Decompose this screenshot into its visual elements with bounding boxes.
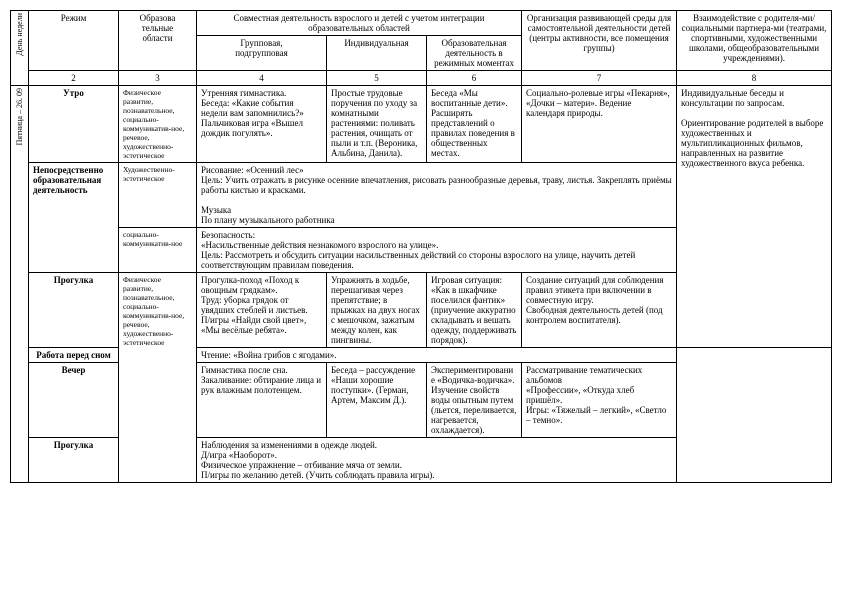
num-4: 4 [197,71,327,86]
group-header: Групповая, подгрупповая [197,36,327,71]
nod-block2: Безопасность: «Насильственные действия н… [197,228,677,273]
num-5: 5 [327,71,427,86]
walk-group: Прогулка-поход «Поход к овощным грядкам»… [197,273,327,348]
evening-env: Рассматривание тематических альбомов «Пр… [522,363,677,438]
walk-individual: Упражнять в ходьбе, перешагивая через пр… [327,273,427,348]
walk2-text: Наблюдения за изменениями в одежде людей… [197,438,677,483]
joint-header: Совместная деятельность взрослого и дете… [197,11,522,36]
nod-areas2: социально-коммуникатив-ное [119,228,197,273]
walk-env: Создание ситуаций для соблюдения правил … [522,273,677,348]
individual-header: Индивидуальная [327,36,427,71]
morning-parents: Индивидуальные беседы и консультации по … [677,86,832,348]
evening-moments: Экспериментирование «Водичка-водичка». И… [427,363,522,438]
day-cell: Пятница – 26. 09 [11,86,29,483]
morning-title: Утро [29,86,119,163]
walk-moments: Игровая ситуация: «Как в шкафчике посели… [427,273,522,348]
morning-env: Социально-ролевые игры «Пекарня», «Дочки… [522,86,677,163]
morning-group: Утренняя гимнастика. Беседа: «Какие собы… [197,86,327,163]
areas-header: Образова тельные области [119,11,197,71]
regime-header: Режим [29,11,119,71]
env-header: Организация развивающей среды для самост… [522,11,677,71]
schedule-table: День недели Режим Образова тельные облас… [10,10,832,483]
day-header: День недели [11,11,29,86]
beforesleep-title: Работа перед сном [29,348,119,363]
nod-title: Непосредственно образовательная деятельн… [29,163,119,273]
num-2: 2 [29,71,119,86]
num-3: 3 [119,71,197,86]
evening-group: Гимнастика после сна. Закаливание: обтир… [197,363,327,438]
walk-areas: Физическое развитие, познавательное, соц… [119,273,197,483]
moments-header: Образовательная деятельность в режимных … [427,36,522,71]
morning-individual: Простые трудовые поручения по уходу за к… [327,86,427,163]
num-6: 6 [427,71,522,86]
morning-areas: Физическое развитие, познавательное, соц… [119,86,197,163]
parents-header: Взаимодействие с родителя-ми/ социальным… [677,11,832,71]
evening-individual: Беседа – рассуждение «Наши хорошие посту… [327,363,427,438]
beforesleep-text: Чтение: «Война грибов с ягодами». [197,348,677,363]
evening-title: Вечер [29,363,119,438]
morning-moments: Беседа «Мы воспитанные дети». Расширять … [427,86,522,163]
nod-areas1: Художественно-эстетическое [119,163,197,228]
walk-title: Прогулка [29,273,119,348]
nod-block1: Рисование: «Осенний лес» Цель: Учить отр… [197,163,677,228]
num-8: 8 [677,71,832,86]
parents-empty [677,348,832,483]
num-7: 7 [522,71,677,86]
walk2-title: Прогулка [29,438,119,483]
